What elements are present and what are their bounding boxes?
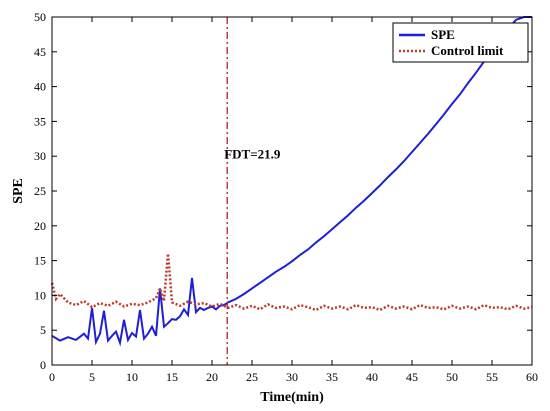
y-tick-label: 50 — [34, 10, 46, 24]
x-tick-label: 55 — [486, 370, 498, 384]
y-tick-label: 0 — [40, 358, 46, 372]
legend-label-control-limit: Control limit — [431, 43, 504, 58]
y-tick-label: 15 — [34, 254, 46, 268]
x-tick-label: 0 — [49, 370, 55, 384]
x-tick-label: 40 — [366, 370, 378, 384]
y-tick-label: 35 — [34, 114, 46, 128]
y-tick-label: 45 — [34, 45, 46, 59]
x-tick-label: 50 — [446, 370, 458, 384]
y-axis-title: SPE — [11, 178, 26, 204]
x-tick-label: 60 — [526, 370, 538, 384]
y-tick-label: 20 — [34, 219, 46, 233]
x-tick-label: 45 — [406, 370, 418, 384]
series-line-control-limit — [50, 253, 533, 312]
legend-label-spe: SPE — [431, 27, 455, 42]
x-axis-title: Time(min) — [260, 390, 324, 405]
series-line-spe — [51, 16, 532, 347]
x-tick-label: 25 — [246, 370, 258, 384]
x-tick-label: 5 — [89, 370, 95, 384]
y-tick-label: 10 — [34, 288, 46, 302]
axes: 0 5 10 15 20 25 30 35 40 45 50 55 60 0 5 10 15 20 25 30 35 40… — [11, 10, 538, 405]
x-tick-label: 15 — [166, 370, 178, 384]
x-tick-label: 20 — [206, 370, 218, 384]
legend-box — [392, 22, 529, 63]
plot-area: FDT=21.9 — [50, 16, 533, 365]
x-tick-label: 35 — [326, 370, 338, 384]
y-tick-label: 40 — [34, 80, 46, 94]
y-tick-label: 25 — [34, 184, 46, 198]
x-tick-label: 10 — [126, 370, 138, 384]
y-tick-label: 30 — [34, 149, 46, 163]
x-tick-label: 30 — [286, 370, 298, 384]
y-tick-label: 5 — [40, 323, 46, 337]
fault-detection-label: FDT=21.9 — [224, 146, 281, 161]
